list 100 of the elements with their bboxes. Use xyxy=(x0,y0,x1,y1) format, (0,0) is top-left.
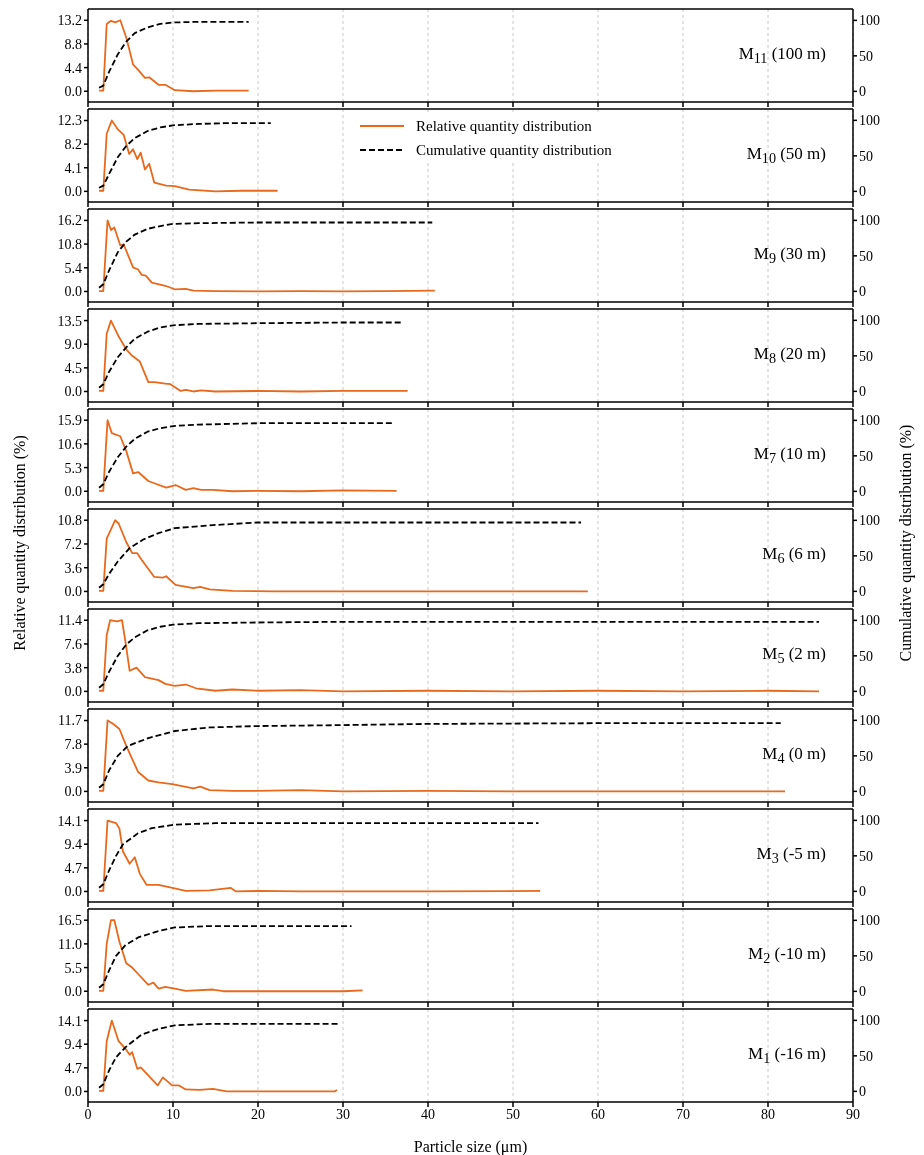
y2-tick-label: 100 xyxy=(859,413,880,429)
text: M$_{2}$ (-10 m) xyxy=(748,944,826,968)
y-tick-label: 11.4 xyxy=(58,613,82,629)
y2-tick-label: 100 xyxy=(859,1013,880,1029)
y-tick-label: 9.0 xyxy=(64,337,82,353)
y2-tick-label: 0 xyxy=(859,1084,866,1100)
y2-tick-label: 50 xyxy=(859,548,873,564)
y-tick-label: 0.0 xyxy=(64,284,82,300)
y-tick-label: 10.8 xyxy=(57,237,82,253)
y-tick-label: 3.8 xyxy=(64,660,82,676)
text: M$_{8}$ (20 m) xyxy=(753,344,826,368)
text: M$_{4}$ (0 m) xyxy=(762,744,826,768)
text: M$_{11}$ (100 m) xyxy=(738,44,826,68)
y-tick-label: 8.2 xyxy=(64,137,82,153)
y2-tick-label: 50 xyxy=(859,948,873,964)
y-tick-label: 7.2 xyxy=(64,536,82,552)
text: M$_{6}$ (6 m) xyxy=(762,544,826,568)
y-tick-label: 16.5 xyxy=(57,913,82,929)
legend-label: Relative quantity distribution xyxy=(416,117,592,135)
y-tick-label: 12.3 xyxy=(57,113,82,129)
y-tick-label: 4.4 xyxy=(64,60,82,76)
text: M$_{10}$ (50 m) xyxy=(746,144,826,168)
y-tick-label: 8.8 xyxy=(64,36,82,52)
y-tick-label: 0.0 xyxy=(64,984,82,1000)
text: M$_{5}$ (2 m) xyxy=(762,644,826,668)
y2-tick-label: 100 xyxy=(859,213,880,229)
y-tick-label: 13.2 xyxy=(57,13,82,29)
y-tick-label: 5.3 xyxy=(64,460,82,476)
x-tick-label: 40 xyxy=(421,1106,435,1122)
y-tick-label: 0.0 xyxy=(64,584,82,600)
y2-tick-label: 50 xyxy=(859,448,873,464)
y2-tick-label: 100 xyxy=(859,913,880,929)
y2-tick-label: 100 xyxy=(859,713,880,729)
y-tick-label: 4.5 xyxy=(64,360,82,376)
x-tick-label: 90 xyxy=(846,1106,860,1122)
y-tick-label: 16.2 xyxy=(57,213,82,229)
y-tick-label: 7.6 xyxy=(64,636,82,652)
y-tick-label: 10.6 xyxy=(57,436,82,452)
y-tick-label: 0.0 xyxy=(64,884,82,900)
text: M$_{3}$ (-5 m) xyxy=(756,844,826,868)
y-tick-label: 3.6 xyxy=(64,560,82,576)
x-tick-label: 70 xyxy=(676,1106,690,1122)
y2-tick-label: 50 xyxy=(859,848,873,864)
y2-tick-label: 100 xyxy=(859,313,880,329)
y2-tick-label: 100 xyxy=(859,513,880,529)
text: M$_{7}$ (10 m) xyxy=(753,444,826,468)
y2-tick-label: 0 xyxy=(859,284,866,300)
x-tick-label: 30 xyxy=(336,1106,350,1122)
y-tick-label: 10.8 xyxy=(57,513,82,529)
y2-tick-label: 100 xyxy=(859,13,880,29)
y-tick-label: 0.0 xyxy=(64,184,82,200)
y-tick-label: 11.0 xyxy=(58,936,82,952)
y-tick-label: 11.7 xyxy=(58,713,82,729)
y-tick-label: 0.0 xyxy=(64,84,82,100)
y-tick-label: 0.0 xyxy=(64,384,82,400)
y2-tick-label: 0 xyxy=(859,484,866,500)
y2-tick-label: 0 xyxy=(859,184,866,200)
y-axis-title: Relative quantity distribution (%) xyxy=(11,435,29,651)
x-tick-label: 60 xyxy=(591,1106,605,1122)
y-tick-label: 5.5 xyxy=(64,960,82,976)
y2-tick-label: 0 xyxy=(859,684,866,700)
text: M$_{1}$ (-16 m) xyxy=(748,1044,826,1068)
x-tick-label: 20 xyxy=(251,1106,265,1122)
y2-tick-label: 50 xyxy=(859,748,873,764)
y-tick-label: 4.7 xyxy=(64,860,82,876)
y-tick-label: 13.5 xyxy=(57,313,82,329)
y-tick-label: 9.4 xyxy=(64,837,82,853)
y2-tick-label: 50 xyxy=(859,48,873,64)
x-axis-title: Particle size (μm) xyxy=(413,1138,528,1155)
y2-tick-label: 0 xyxy=(859,384,866,400)
y-tick-label: 14.1 xyxy=(57,813,82,829)
y-tick-label: 14.1 xyxy=(57,1013,82,1029)
y2-tick-label: 0 xyxy=(859,784,866,800)
y-tick-label: 0.0 xyxy=(64,1084,82,1100)
y2-tick-label: 50 xyxy=(859,648,873,664)
y-tick-label: 4.7 xyxy=(64,1060,82,1076)
y-tick-label: 5.4 xyxy=(64,260,82,276)
x-tick-label: 0 xyxy=(84,1106,92,1122)
y2-tick-label: 0 xyxy=(859,84,866,100)
y2-tick-label: 50 xyxy=(859,248,873,264)
y2-tick-label: 0 xyxy=(859,884,866,900)
y-tick-label: 0.0 xyxy=(64,784,82,800)
line-series xyxy=(98,919,364,993)
y2-tick-label: 50 xyxy=(859,148,873,164)
y-tick-label: 7.8 xyxy=(64,737,82,753)
y2-tick-label: 0 xyxy=(859,584,866,600)
y-tick-label: 9.4 xyxy=(64,1037,82,1053)
text: M$_{9}$ (30 m) xyxy=(753,244,826,268)
y2-tick-label: 100 xyxy=(859,813,880,829)
line-series xyxy=(98,925,353,989)
y-tick-label: 4.1 xyxy=(64,160,82,176)
y2-tick-label: 100 xyxy=(859,613,880,629)
y2-axis-title: Cumulative quantity distribution (%) xyxy=(897,424,915,662)
y2-tick-label: 100 xyxy=(859,113,880,129)
x-tick-label: 50 xyxy=(506,1106,520,1122)
x-tick-label: 10 xyxy=(166,1106,180,1122)
y2-tick-label: 0 xyxy=(859,984,866,1000)
y-tick-label: 15.9 xyxy=(57,413,82,429)
x-tick-label: 80 xyxy=(761,1106,775,1122)
y-tick-label: 0.0 xyxy=(64,684,82,700)
